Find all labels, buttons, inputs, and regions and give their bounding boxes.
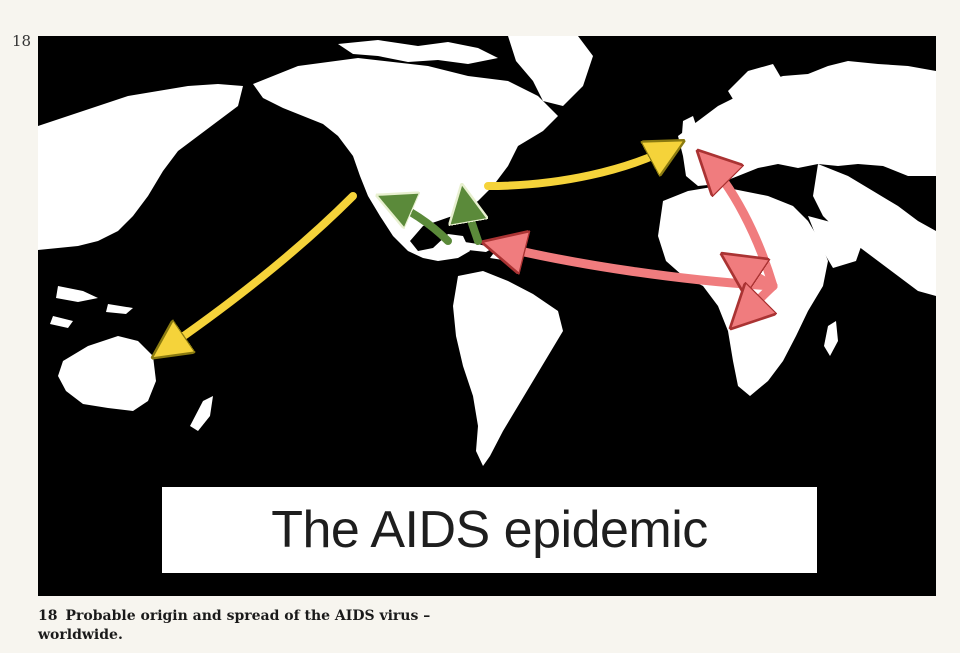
scandinavia-landmass (728, 64, 783, 106)
route-na-to-australia (158, 192, 357, 354)
world-map-svg (38, 36, 936, 466)
title-box: The AIDS epidemic (162, 487, 817, 573)
arctic-islands (338, 40, 498, 64)
route-caribbean-to-na-east (463, 191, 478, 245)
world-map: The AIDS epidemic (38, 36, 936, 596)
east-asia-landmass (38, 84, 243, 250)
britain-landmass (682, 116, 698, 141)
madagascar-landmass (824, 321, 838, 356)
route-africa-to-southern-africa (736, 281, 778, 323)
route-caribbean-to-na-west (383, 198, 452, 245)
new-zealand-landmass (190, 396, 213, 431)
page-number: 18 (12, 32, 32, 50)
north-america-landmass (253, 58, 558, 261)
indonesia-islands (50, 286, 133, 328)
greenland-landmass (508, 36, 593, 106)
south-america-landmass (453, 271, 563, 466)
caption-number: 18 (38, 608, 58, 624)
australia-landmass (58, 336, 156, 411)
figure-caption: 18 Probable origin and spread of the AIDS… (38, 607, 498, 645)
arabia-landmass (808, 216, 863, 268)
caption-text: Probable origin and spread of the AIDS v… (38, 608, 431, 643)
route-na-to-europe (484, 144, 678, 190)
map-title: The AIDS epidemic (271, 501, 708, 559)
asia-landmass (813, 164, 936, 296)
